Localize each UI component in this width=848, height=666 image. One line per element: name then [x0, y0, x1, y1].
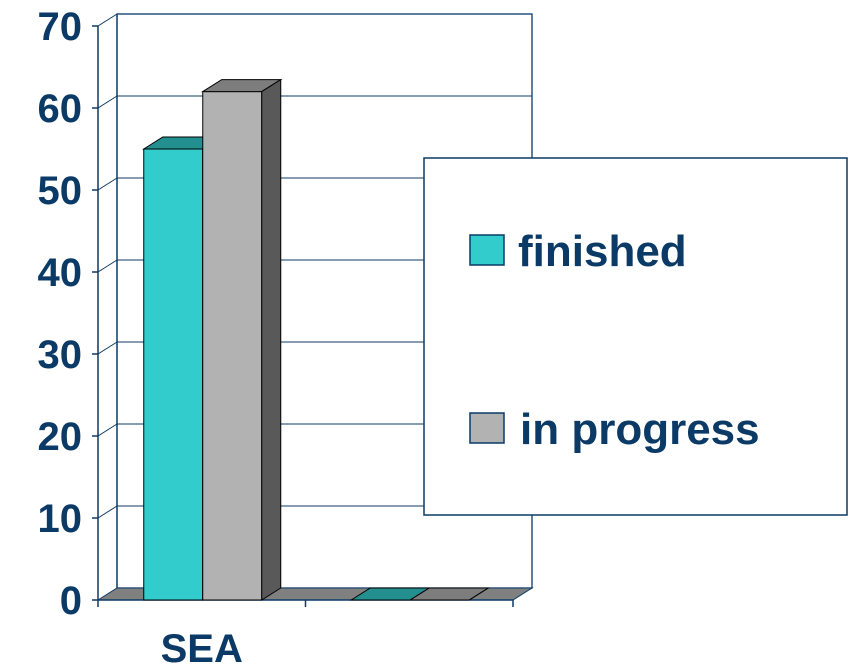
x-tick-label: SEA	[161, 627, 243, 666]
y-tick-label: 70	[38, 5, 83, 49]
bar-side	[261, 78, 282, 601]
label-layer: 0 10 20 30 40 50 60 70 SEA	[38, 5, 243, 666]
y-tick-label: 30	[38, 333, 83, 377]
bar-in-progress-empty	[408, 587, 490, 601]
bar-layer	[142, 78, 490, 601]
bar-front	[143, 148, 204, 601]
bar-in-progress-SEA	[201, 78, 283, 601]
legend-swatch-in-progress	[469, 412, 505, 444]
legend-box	[423, 157, 848, 516]
gridline-side	[97, 259, 118, 273]
bar-side	[468, 587, 489, 601]
y-tick-label: 40	[38, 251, 83, 295]
gridline-side	[97, 341, 118, 355]
legend: finished in progress	[423, 157, 848, 516]
gridline-side	[97, 177, 118, 191]
gridline-side	[97, 423, 118, 437]
y-tick-label: 0	[60, 579, 82, 623]
legend-label-finished: finished	[518, 227, 687, 276]
gridline-side	[97, 505, 118, 519]
y-tick-label: 50	[38, 169, 83, 213]
y-tick-label: 20	[38, 415, 83, 459]
y-tick-label: 60	[38, 87, 83, 131]
legend-label-in-progress: in progress	[520, 405, 760, 454]
gridline-side	[97, 13, 118, 27]
y-tick-label: 10	[38, 497, 83, 541]
bar-front	[202, 91, 263, 601]
gridline-side	[97, 95, 118, 109]
legend-swatch-finished	[469, 234, 505, 266]
